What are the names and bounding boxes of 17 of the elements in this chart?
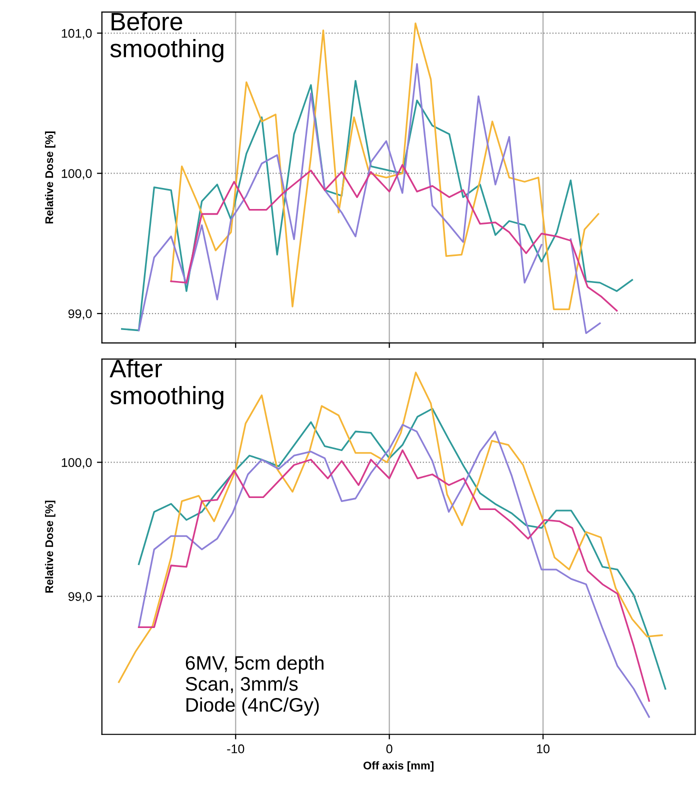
line-series bbox=[138, 63, 542, 332]
y-tick-label: 101,0 bbox=[62, 28, 92, 40]
y-tick-label: 100,0 bbox=[62, 458, 92, 468]
y-tick-label: 99,0 bbox=[68, 309, 92, 320]
y-axis-title: Relative Dose [%] bbox=[44, 132, 56, 224]
line-series bbox=[121, 80, 634, 332]
x-tick-label: -10 bbox=[227, 744, 244, 754]
y-tick-label: 100,0 bbox=[62, 169, 92, 180]
annotation: Before smoothing bbox=[110, 12, 224, 62]
annotation: 6MV, 5cm depth Scan, 3mm/s Diode (4nC/Gy) bbox=[186, 656, 324, 716]
x-tick-label: 0 bbox=[386, 744, 392, 754]
y-axis-title: Relative Dose [%] bbox=[44, 500, 56, 593]
line-series bbox=[170, 164, 618, 312]
x-tick-label: 10 bbox=[537, 744, 550, 754]
x-axis-title: Off axis [mm] bbox=[364, 761, 434, 772]
annotation: After smoothing bbox=[110, 359, 224, 410]
y-tick-label: 99,0 bbox=[68, 592, 92, 602]
